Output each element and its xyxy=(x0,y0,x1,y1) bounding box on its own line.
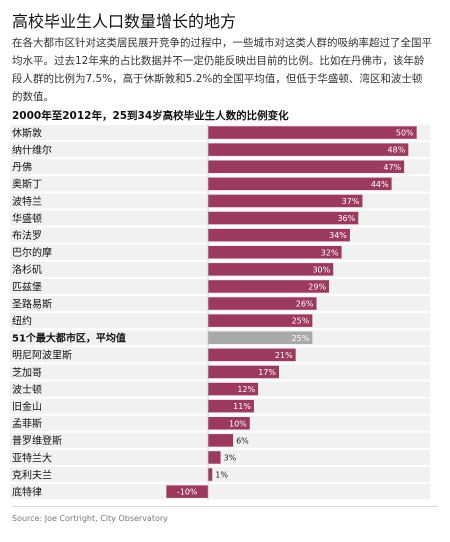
data-bar xyxy=(208,194,363,208)
data-bar xyxy=(208,246,342,259)
value-label: 47% xyxy=(383,163,401,172)
category-label: 布法罗 xyxy=(12,229,42,242)
category-label: 孟菲斯 xyxy=(12,417,42,430)
data-bar xyxy=(208,417,250,430)
data-bar xyxy=(208,468,213,481)
data-bar xyxy=(208,280,330,293)
value-label: 36% xyxy=(337,214,355,223)
value-label: 25% xyxy=(292,334,310,343)
data-bar xyxy=(208,297,317,310)
category-label: 奥斯丁 xyxy=(12,178,42,191)
data-bar xyxy=(208,399,254,413)
value-label: 30% xyxy=(312,265,330,274)
category-label: 巴尔的摩 xyxy=(12,246,52,259)
data-bar xyxy=(208,348,296,362)
page-title: 高校毕业生人口数量增长的地方 xyxy=(12,12,237,31)
category-label: 纽约 xyxy=(12,314,32,327)
category-label: 克利夫兰 xyxy=(12,468,52,481)
data-bar xyxy=(208,382,259,396)
average-bar xyxy=(208,331,313,344)
value-label: 25% xyxy=(292,317,310,326)
value-label: 12% xyxy=(237,385,255,394)
category-label: 华盛顿 xyxy=(12,212,42,225)
value-label: 10% xyxy=(229,419,247,428)
source-credit: Source: Joe Cortright, City Observatory xyxy=(12,514,168,523)
value-label: 6% xyxy=(236,436,249,445)
category-label: 底特律 xyxy=(12,485,42,498)
data-bar xyxy=(208,211,359,225)
description-text: 在各大都市区针对这类居民展开竞争的过程中，一些城市对这类人群的吸纳率超过了全国平… xyxy=(12,37,432,103)
category-label: 波士顿 xyxy=(12,383,42,396)
value-label: 29% xyxy=(308,282,326,291)
value-label: 17% xyxy=(258,368,276,377)
data-bar xyxy=(208,143,409,156)
category-label: 纳什维尔 xyxy=(12,143,52,156)
value-label: 32% xyxy=(321,248,339,257)
data-bar xyxy=(166,485,209,498)
category-label: 芝加哥 xyxy=(12,366,42,379)
value-label: 11% xyxy=(233,402,251,411)
value-label: 48% xyxy=(388,146,406,155)
category-label: 普罗维登斯 xyxy=(12,434,62,447)
data-bar xyxy=(208,263,334,276)
value-label: 21% xyxy=(275,351,293,360)
data-bar xyxy=(208,228,350,242)
data-bar xyxy=(208,365,279,379)
value-label: 26% xyxy=(296,300,314,309)
row-background xyxy=(10,467,430,483)
category-label: 明尼阿波里斯 xyxy=(12,349,72,362)
category-label: 亚特兰大 xyxy=(12,451,52,464)
category-label: 圣路易斯 xyxy=(12,297,52,310)
data-bar xyxy=(208,314,313,327)
footer-divider xyxy=(12,506,438,507)
data-bar xyxy=(208,126,417,139)
category-label: 匹兹堡 xyxy=(12,280,42,293)
category-label: 休斯敦 xyxy=(12,126,42,139)
value-label: 50% xyxy=(396,129,414,138)
value-label: 37% xyxy=(342,197,360,206)
value-label: 34% xyxy=(329,231,347,240)
category-label: 旧金山 xyxy=(12,400,42,413)
data-bar xyxy=(208,177,392,191)
value-label: 44% xyxy=(371,180,389,189)
category-label: 丹佛 xyxy=(12,161,32,174)
value-label: 1% xyxy=(215,471,228,480)
data-bar xyxy=(208,160,405,173)
category-label: 51个最大都市区，平均值 xyxy=(12,332,126,345)
chart-title: 2000年至2012年，25到34岁高校毕业生人数的比例变化 xyxy=(12,110,289,122)
value-label: -10% xyxy=(177,488,198,497)
data-bar xyxy=(208,434,234,447)
row-background xyxy=(10,484,430,500)
category-label: 洛杉矶 xyxy=(12,263,42,276)
data-bar xyxy=(208,451,221,464)
value-label: 3% xyxy=(224,453,237,462)
category-label: 波特兰 xyxy=(12,195,42,208)
